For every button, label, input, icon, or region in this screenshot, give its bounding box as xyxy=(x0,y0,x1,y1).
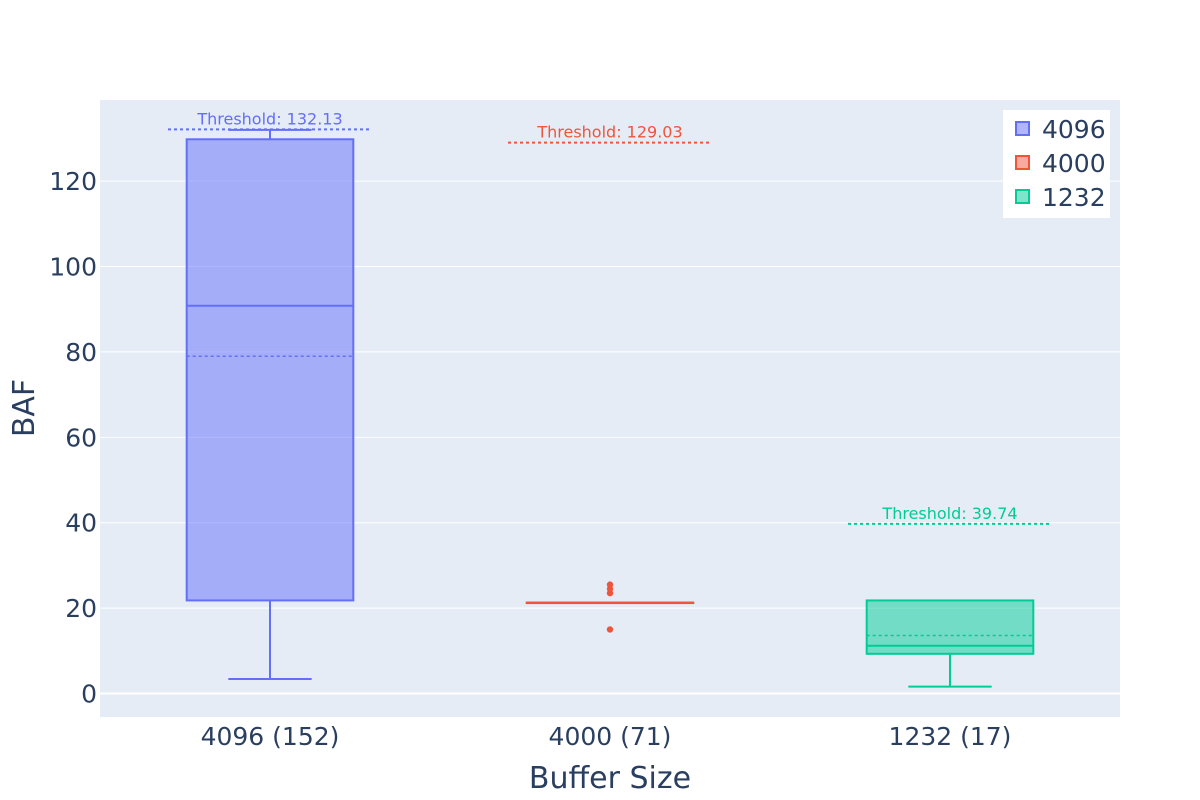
legend-item-4096[interactable]: 4096 xyxy=(1015,115,1106,144)
x-tick-label: 1232 (17) xyxy=(889,722,1012,751)
x-tick-label: 4000 (71) xyxy=(549,722,672,751)
y-tick-label: 40 xyxy=(65,509,97,538)
box-4000[interactable]: Threshold: 129.03 xyxy=(508,123,712,633)
y-tick-labels: 0 20 40 60 80 100 120 xyxy=(49,167,97,708)
legend[interactable]: 4096 4000 1232 xyxy=(1003,110,1110,218)
threshold-label: Threshold: 132.13 xyxy=(196,109,342,128)
legend-swatch xyxy=(1015,189,1030,204)
legend-swatch xyxy=(1015,155,1030,170)
legend-label: 4000 xyxy=(1042,149,1106,178)
y-tick-label: 60 xyxy=(65,423,97,452)
box-body[interactable] xyxy=(185,138,355,602)
threshold-label: Threshold: 129.03 xyxy=(536,123,682,142)
y-tick-label: 20 xyxy=(65,594,97,623)
y-axis-title: BAF xyxy=(7,379,42,437)
boxes: Threshold: 132.13 Threshold: 129.03 Thresh… xyxy=(168,109,1052,688)
x-tick-label: 4096 (152) xyxy=(201,722,340,751)
y-tick-label: 100 xyxy=(49,253,97,282)
y-tick-label: 80 xyxy=(65,338,97,367)
threshold-label: Threshold: 39.74 xyxy=(881,504,1017,523)
x-tick-labels: 4096 (152) 4000 (71) 1232 (17) xyxy=(201,722,1012,751)
outlier-point[interactable] xyxy=(606,581,614,588)
y-tick-label: 0 xyxy=(81,680,97,709)
box-4096[interactable]: Threshold: 132.13 xyxy=(168,109,372,680)
box-1232[interactable]: Threshold: 39.74 xyxy=(848,504,1052,688)
legend-label: 4096 xyxy=(1042,115,1106,144)
outlier-point[interactable] xyxy=(606,626,614,633)
y-tick-label: 120 xyxy=(49,167,97,196)
legend-label: 1232 xyxy=(1042,183,1106,212)
legend-item-1232[interactable]: 1232 xyxy=(1015,183,1106,212)
legend-item-4000[interactable]: 4000 xyxy=(1015,149,1106,178)
legend-swatch xyxy=(1015,121,1030,136)
x-axis-title: Buffer Size xyxy=(529,761,691,796)
